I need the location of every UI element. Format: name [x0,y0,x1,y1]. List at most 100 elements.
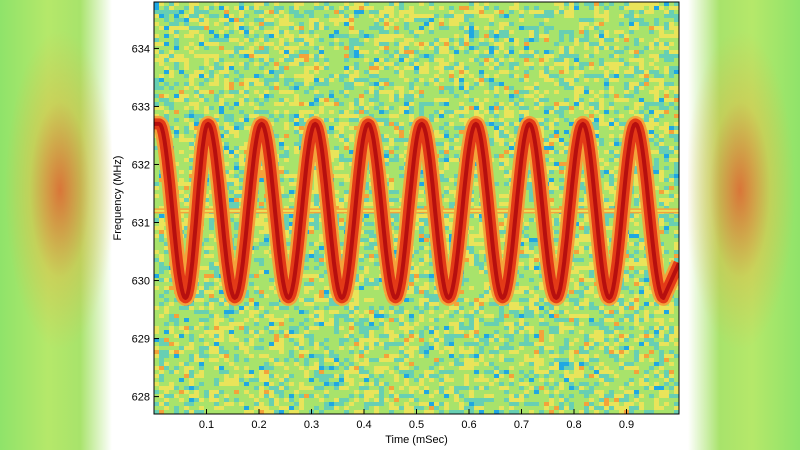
heatmap-cell [524,306,529,310]
heatmap-cell [674,182,679,186]
heatmap-cell [449,338,454,342]
heatmap-cell [339,326,344,330]
heatmap-cell [639,22,644,26]
heatmap-cell [494,74,499,78]
heatmap-cell [199,266,204,270]
heatmap-cell [279,154,284,158]
heatmap-cell [454,42,459,46]
heatmap-cell [549,366,554,370]
heatmap-cell [374,106,379,110]
heatmap-cell [569,14,574,18]
heatmap-cell [579,306,584,310]
heatmap-cell [264,34,269,38]
heatmap-cell [269,22,274,26]
heatmap-cell [269,34,274,38]
heatmap-cell [479,10,484,14]
heatmap-cell [259,58,264,62]
heatmap-cell [409,354,414,358]
heatmap-cell [419,346,424,350]
heatmap-cell [154,50,159,54]
heatmap-cell [474,206,479,210]
heatmap-cell [304,70,309,74]
heatmap-cell [379,26,384,30]
heatmap-cell [224,170,229,174]
heatmap-cell [609,122,614,126]
heatmap-cell [554,58,559,62]
heatmap-cell [379,10,384,14]
heatmap-cell [554,186,559,190]
heatmap-cell [389,98,394,102]
heatmap-cell [204,26,209,30]
heatmap-cell [669,218,674,222]
heatmap-cell [524,90,529,94]
heatmap-cell [589,74,594,78]
heatmap-cell [504,326,509,330]
heatmap-cell [254,74,259,78]
heatmap-cell [654,346,659,350]
heatmap-cell [509,330,514,334]
heatmap-cell [539,286,544,290]
heatmap-cell [514,126,519,130]
heatmap-cell [339,134,344,138]
heatmap-cell [159,354,164,358]
heatmap-cell [209,346,214,350]
heatmap-cell [394,70,399,74]
heatmap-cell [209,266,214,270]
heatmap-cell [539,338,544,342]
heatmap-cell [164,250,169,254]
heatmap-cell [504,342,509,346]
heatmap-cell [189,338,194,342]
heatmap-cell [399,126,404,130]
heatmap-cell [374,366,379,370]
heatmap-cell [209,350,214,354]
heatmap-cell [664,130,669,134]
heatmap-cell [204,326,209,330]
heatmap-cell [319,66,324,70]
heatmap-cell [419,170,424,174]
heatmap-cell [664,178,669,182]
heatmap-cell [284,306,289,310]
heatmap-cell [459,354,464,358]
heatmap-cell [489,314,494,318]
heatmap-cell [344,158,349,162]
heatmap-cell [429,338,434,342]
heatmap-cell [264,310,269,314]
heatmap-cell [309,86,314,90]
heatmap-cell [394,126,399,130]
heatmap-cell [604,314,609,318]
heatmap-cell [299,134,304,138]
heatmap-cell [199,74,204,78]
heatmap-cell [564,118,569,122]
heatmap-cell [669,330,674,334]
heatmap-cell [239,326,244,330]
heatmap-cell [669,26,674,30]
heatmap-cell [269,366,274,370]
heatmap-cell [634,6,639,10]
heatmap-cell [409,82,414,86]
heatmap-cell [309,314,314,318]
heatmap-cell [574,338,579,342]
heatmap-cell [179,138,184,142]
heatmap-cell [584,198,589,202]
heatmap-cell [419,174,424,178]
heatmap-cell [549,314,554,318]
heatmap-cell [409,318,414,322]
heatmap-cell [189,102,194,106]
heatmap-cell [424,66,429,70]
heatmap-cell [259,294,264,298]
heatmap-cell [599,170,604,174]
heatmap-cell [624,62,629,66]
heatmap-cell [514,330,519,334]
heatmap-cell [269,10,274,14]
heatmap-cell [284,18,289,22]
heatmap-cell [579,274,584,278]
heatmap-cell [304,78,309,82]
heatmap-cell [584,22,589,26]
heatmap-cell [584,54,589,58]
heatmap-cell [479,226,484,230]
heatmap-cell [204,354,209,358]
heatmap-cell [244,14,249,18]
heatmap-cell [279,98,284,102]
heatmap-cell [554,306,559,310]
heatmap-cell [314,194,319,198]
